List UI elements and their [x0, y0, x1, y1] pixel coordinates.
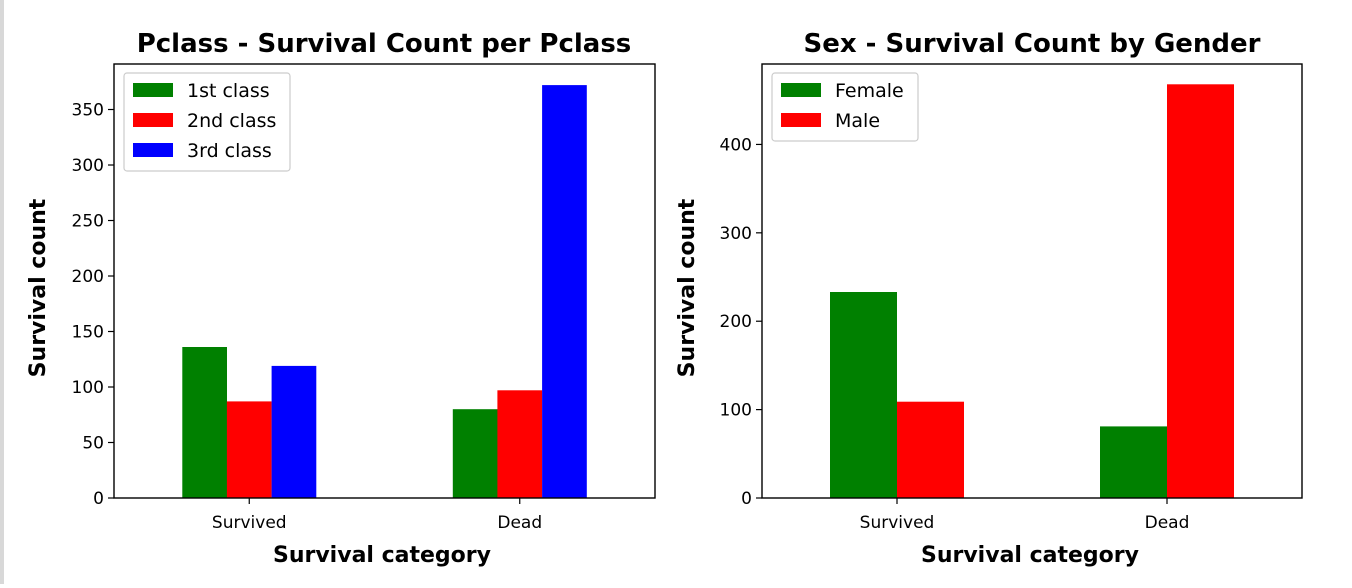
legend-swatch — [781, 83, 821, 97]
y-tick-label: 350 — [72, 101, 104, 121]
pclass-chart: Pclass - Survival Count per Pclass Survi… — [26, 29, 656, 568]
y-tick-label: 150 — [72, 323, 104, 343]
y-tick-label: 300 — [720, 224, 752, 244]
window-edge — [0, 0, 4, 584]
y-tick-label: 200 — [720, 312, 752, 332]
y-tick-label: 400 — [720, 135, 752, 155]
chart-title: Sex - Survival Count by Gender — [803, 29, 1260, 59]
legend-swatch — [133, 113, 173, 127]
y-tick-label: 50 — [82, 434, 104, 454]
y-tick-label: 300 — [72, 156, 104, 176]
y-tick-label: 100 — [72, 378, 104, 398]
y-tick-label: 0 — [93, 489, 104, 509]
bar-female — [830, 292, 897, 498]
plot-frame — [113, 63, 656, 499]
bar-2nd-class — [226, 401, 272, 498]
bar-3rd-class — [542, 85, 587, 498]
x-tick-label: Survived — [212, 513, 287, 533]
legend-label: 2nd class — [187, 110, 276, 132]
legend-swatch — [133, 83, 173, 97]
y-tick-label: 200 — [72, 267, 104, 287]
legend-label: 1st class — [187, 80, 270, 102]
y-tick-label: 0 — [741, 489, 752, 509]
bar-female — [1100, 426, 1167, 498]
legend-swatch — [133, 143, 173, 157]
y-tick-label: 250 — [72, 212, 104, 232]
legend-label: 3rd class — [187, 140, 272, 162]
legend-label: Female — [835, 80, 904, 102]
sex-chart: Sex - Survival Count by Gender Survival … — [675, 29, 1303, 568]
bar-1st-class — [182, 347, 227, 498]
x-tick-label: Dead — [497, 513, 542, 533]
legend-swatch — [781, 113, 821, 127]
bar-2nd-class — [497, 390, 543, 498]
bar-1st-class — [452, 409, 498, 498]
bar-male — [897, 401, 964, 498]
y-axis-label: Survival count — [26, 198, 51, 377]
legend-label: Male — [835, 110, 880, 132]
y-tick-label: 100 — [720, 401, 752, 421]
y-axis-label: Survival count — [675, 198, 700, 377]
plot-frame — [761, 63, 1303, 499]
chart-title: Pclass - Survival Count per Pclass — [137, 29, 632, 59]
bar-male — [1167, 84, 1234, 499]
x-tick-label: Survived — [860, 513, 935, 533]
bar-3rd-class — [271, 365, 317, 498]
x-tick-label: Dead — [1145, 513, 1190, 533]
x-axis-label: Survival category — [921, 543, 1139, 568]
x-axis-label: Survival category — [273, 543, 491, 568]
